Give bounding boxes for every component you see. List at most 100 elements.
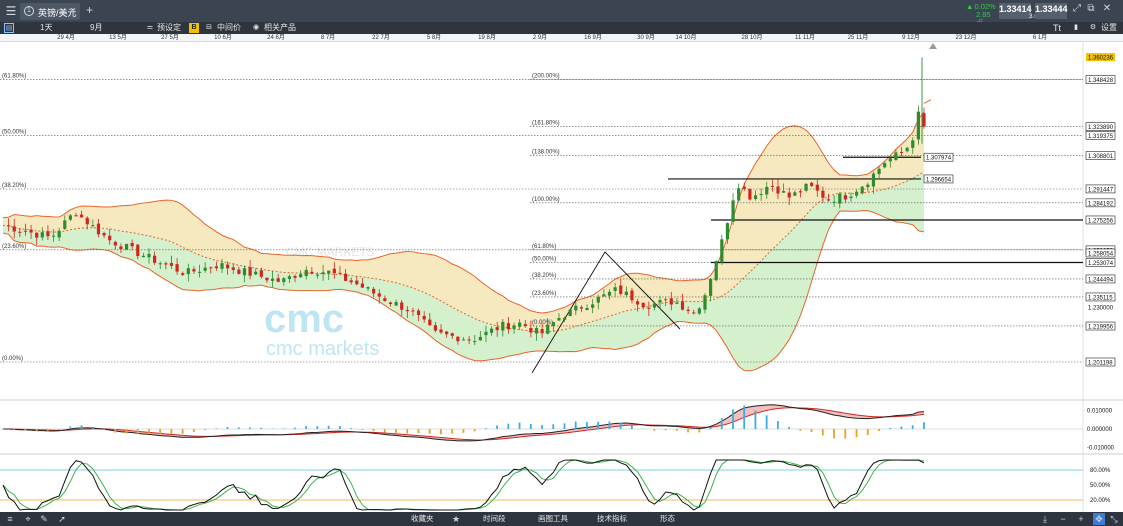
- candle-body: [742, 186, 746, 189]
- timeframe-select[interactable]: 1天: [40, 23, 53, 32]
- macd-histogram-bar: [91, 426, 94, 429]
- price-axis-label: 1.258054: [1088, 251, 1114, 257]
- text-tool-button[interactable]: Tt: [1053, 23, 1061, 33]
- candle-body: [753, 195, 758, 199]
- price-axis-label: 1.235115: [1088, 295, 1113, 301]
- date-tick: 22 7月: [372, 35, 390, 41]
- candle-body: [748, 188, 752, 200]
- candle-body: [613, 287, 617, 291]
- candle-body: [894, 152, 898, 160]
- price-axis-label: 1.307974: [926, 156, 952, 162]
- close-icon[interactable]: ×: [70, 5, 76, 15]
- macd-histogram-bar: [687, 429, 689, 433]
- mid-price-button[interactable]: 中间价: [217, 23, 241, 32]
- candle-body: [23, 230, 28, 232]
- macd-histogram-bar: [204, 429, 206, 431]
- macd-histogram-bar: [855, 429, 858, 438]
- candle-body: [849, 196, 853, 198]
- right-fib-label: (0.00%): [532, 320, 553, 326]
- date-tick: 6 1月: [1032, 35, 1048, 41]
- right-fib-label: (161.80%): [532, 121, 560, 127]
- candle-body: [57, 230, 61, 238]
- candle-body: [158, 263, 162, 265]
- price-axis-label: 1.319375: [1088, 134, 1114, 140]
- candle-body: [293, 275, 297, 278]
- pencil-icon[interactable]: ✎: [40, 514, 48, 524]
- plus-icon[interactable]: +: [1078, 514, 1084, 524]
- candle-body: [197, 271, 202, 273]
- macd-histogram-bar: [844, 429, 847, 439]
- candle-body: [338, 272, 342, 274]
- candle-body: [899, 152, 904, 154]
- fit-icon[interactable]: ⤡: [1110, 514, 1118, 524]
- drawing-tools-button[interactable]: 画图工具: [538, 514, 568, 523]
- candle-body: [242, 268, 247, 276]
- compare-icon[interactable]: ▮: [1074, 24, 1078, 31]
- gear-icon[interactable]: ⚙: [1089, 24, 1097, 31]
- candle-body: [349, 280, 353, 283]
- candle-body: [96, 223, 101, 235]
- macd-line: [2, 404, 925, 442]
- favorites-button[interactable]: 收藏夹: [411, 514, 434, 523]
- chart-type-icon[interactable]: ▤: [4, 23, 14, 33]
- candle-body: [506, 323, 511, 330]
- cursor-icon[interactable]: ➚: [58, 514, 66, 524]
- candle-body: [562, 317, 567, 320]
- related-products-button[interactable]: 相关产品: [264, 23, 296, 32]
- candle-body: [810, 182, 814, 187]
- price-axis-label: 1.275256: [1088, 218, 1114, 224]
- zoom-icon[interactable]: ⤓: [1043, 514, 1047, 524]
- candle-body: [546, 324, 550, 334]
- candle-body: [422, 315, 426, 320]
- candle-body: [461, 339, 466, 341]
- tab-gbpusd[interactable]: 1 英镑/美元 ×: [20, 3, 80, 20]
- candle-body: [647, 307, 651, 309]
- macd-histogram-bar: [125, 429, 128, 434]
- macd-histogram-bar: [518, 422, 521, 429]
- move-icon[interactable]: ✥: [1093, 513, 1105, 525]
- candle-body: [254, 271, 258, 275]
- candle-body: [557, 317, 561, 321]
- window-close-icon[interactable]: ✕: [1102, 3, 1112, 14]
- candle-body: [372, 288, 376, 294]
- macd-histogram-bar: [720, 418, 723, 429]
- patterns-button[interactable]: 形态: [660, 514, 675, 523]
- candle-body: [484, 331, 488, 336]
- watermark-logo: cmc: [264, 297, 344, 341]
- macd-histogram-bar: [372, 429, 375, 432]
- right-fib-label: (50.00%): [532, 256, 556, 262]
- indicators-button[interactable]: 技术指标: [597, 514, 627, 523]
- macd-histogram-bar: [653, 429, 656, 431]
- macd-histogram-bar: [260, 427, 263, 429]
- maximize-icon[interactable]: ⤢: [1073, 3, 1081, 14]
- candle-body: [832, 201, 836, 203]
- menu-icon[interactable]: ☰: [5, 4, 17, 18]
- add-tab-button[interactable]: +: [86, 3, 94, 17]
- range-select[interactable]: 9月: [90, 23, 103, 32]
- macd-histogram-bar: [496, 425, 498, 429]
- right-fib-label: (61.80%): [532, 244, 556, 250]
- candle-body: [798, 191, 803, 193]
- crosshair-icon[interactable]: ⌖: [25, 514, 31, 524]
- price-label-box: [1085, 184, 1116, 194]
- price-axis-label: 1.348428: [1088, 78, 1114, 84]
- macd-histogram-bar: [911, 425, 914, 429]
- macd-histogram-bar: [743, 405, 746, 429]
- settings-button[interactable]: 设置: [1101, 23, 1117, 32]
- detach-icon[interactable]: ⧉: [1087, 3, 1095, 14]
- preset-button[interactable]: 预设定: [157, 23, 181, 32]
- sell-price-button[interactable]: 1.33414: [999, 3, 1032, 19]
- b-badge: B: [189, 23, 199, 33]
- minus-icon[interactable]: −: [1060, 514, 1066, 524]
- star-icon[interactable]: ★: [451, 514, 461, 524]
- chart-toolbar: ▤ 1天 9月 ⚌ 预设定 B ⊟ 中间价 ◉ 相关产品 Tt ▮ ⚙ 设置: [0, 22, 1123, 34]
- macd-histogram-bar: [406, 429, 409, 434]
- macd-histogram-bar: [675, 429, 678, 431]
- macd-histogram-bar: [80, 425, 83, 429]
- list-icon[interactable]: ≡: [7, 514, 13, 524]
- macd-histogram-bar: [473, 429, 476, 432]
- candle-body: [192, 269, 196, 272]
- time-period-button[interactable]: 时间段: [483, 514, 506, 523]
- buy-price-button[interactable]: 1.33444: [1035, 3, 1068, 19]
